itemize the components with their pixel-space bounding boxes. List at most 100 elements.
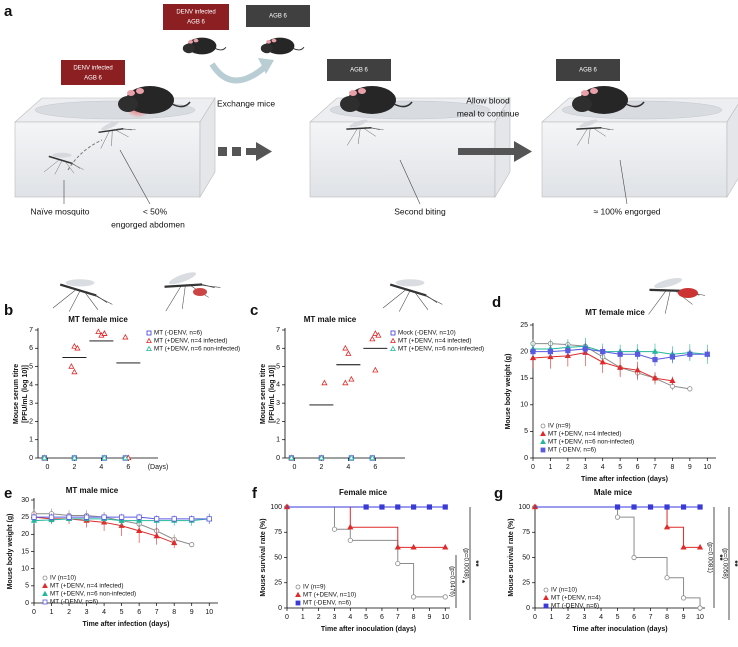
- data-point: [95, 328, 102, 334]
- legend-marker: [295, 584, 301, 590]
- data-point: [71, 454, 78, 461]
- x-tick-label: 10: [441, 614, 449, 621]
- panel-label: f: [252, 485, 258, 502]
- data-point: [631, 554, 637, 561]
- y-tick-label: 0: [278, 605, 282, 612]
- legend-marker: [543, 587, 549, 593]
- x-tick-label: 4: [348, 614, 352, 621]
- data-point: [342, 344, 349, 351]
- y-tick-label: 3: [276, 400, 280, 407]
- data-point: [697, 605, 703, 611]
- legend-label: IV (n=10): [551, 587, 577, 594]
- data-point: [426, 504, 433, 510]
- x-tick-label: 3: [583, 464, 587, 471]
- survival-line: [287, 506, 446, 548]
- x-tick-label: 1: [548, 464, 552, 471]
- tag: [327, 59, 391, 81]
- y-axis-label: Mouse serum titre: [260, 364, 267, 424]
- y-tick-label: 20: [520, 348, 528, 355]
- legend-label: MT (+DENV, n=6 non-infected): [154, 346, 240, 353]
- data-point: [395, 560, 401, 567]
- legend-label: MT (+DENV, n=4 infected): [548, 431, 622, 438]
- dash: [232, 147, 241, 156]
- data-point: [372, 330, 379, 336]
- y-tick-label: 10: [520, 402, 528, 409]
- legend-label: MT (-DENV, n=6): [303, 600, 351, 607]
- legend-label: MT (-DENV, n=6): [154, 330, 202, 337]
- arrow-head: [258, 58, 274, 74]
- leader: [619, 159, 628, 205]
- data-point: [669, 377, 676, 384]
- p-value: (p=0.0081): [706, 542, 713, 573]
- data-point: [411, 504, 417, 510]
- tag-text: DENV infected: [73, 66, 112, 72]
- data-point: [631, 504, 637, 510]
- legend-label: IV (n=10): [50, 575, 76, 582]
- data-point: [664, 504, 670, 510]
- data-point: [119, 514, 125, 520]
- blood: [193, 288, 207, 296]
- tag: [163, 4, 229, 30]
- panel-label: c: [250, 302, 258, 319]
- data-point: [704, 351, 710, 357]
- cage: [541, 97, 738, 198]
- data-point: [171, 516, 177, 522]
- y-tick-label: 20: [21, 531, 29, 538]
- tag-text: AGB 6: [350, 68, 368, 74]
- data-point: [66, 514, 72, 520]
- legend-label: MT (+DENV, n=4 infected): [154, 338, 228, 345]
- y-tick-label: 5: [524, 428, 528, 435]
- y-tick-label: 6: [276, 345, 280, 352]
- data-point: [697, 504, 703, 510]
- data-point: [442, 594, 448, 600]
- x-tick-label: 6: [373, 464, 377, 471]
- x-tick-label: 9: [190, 609, 194, 616]
- y-tick-label: 30: [21, 497, 29, 504]
- data-point: [530, 348, 536, 355]
- x-tick-label: 0: [533, 614, 537, 621]
- y-tick-label: 100: [518, 504, 530, 511]
- legend-marker: [390, 337, 396, 344]
- significance-stars: **: [715, 554, 724, 561]
- legend-label: MT (+DENV, n=6 non-infected): [398, 346, 484, 353]
- legend-label: Mock (-DENV, n=10): [398, 330, 456, 337]
- x-tick-label: 1: [50, 609, 54, 616]
- y-tick-label: 50: [522, 554, 530, 561]
- data-point: [651, 374, 659, 381]
- survival-line: [535, 506, 701, 608]
- x-tick-label: 6: [380, 614, 384, 621]
- data-point: [410, 543, 417, 550]
- caption: engorged abdomen: [111, 219, 185, 229]
- arrow-label: Allow blood: [466, 95, 510, 105]
- x-unit: (Days): [148, 464, 169, 471]
- x-tick-label: 2: [317, 614, 321, 621]
- arrow-label: meal to continue: [457, 108, 520, 118]
- x-tick-label: 8: [412, 614, 416, 621]
- y-tick-label: 1: [29, 437, 33, 444]
- legend-marker: [390, 330, 396, 336]
- y-tick-label: 0: [29, 455, 33, 462]
- data-point: [614, 504, 621, 510]
- panel-label: b: [4, 302, 13, 319]
- series-line: [533, 343, 690, 390]
- tag-text: AGB 6: [84, 76, 102, 82]
- data-point: [136, 527, 143, 534]
- data-point: [363, 504, 369, 510]
- legend-marker: [42, 599, 48, 605]
- legend-marker: [543, 603, 549, 609]
- x-tick-label: 2: [72, 464, 76, 471]
- data-point: [331, 526, 338, 532]
- arrow-label: Exchange mice: [217, 98, 275, 108]
- x-tick-label: 0: [531, 464, 535, 471]
- y-axis-label: [PFU/mL (log 10)]: [269, 365, 276, 423]
- dash: [246, 148, 256, 155]
- y-tick-label: 10: [21, 566, 29, 573]
- data-point: [318, 454, 325, 461]
- data-point: [547, 348, 554, 355]
- legend-label: MT (-DENV, n=6): [548, 447, 596, 454]
- data-point: [669, 354, 676, 360]
- data-point: [565, 347, 571, 354]
- data-point: [680, 543, 687, 550]
- x-tick-label: 7: [155, 609, 159, 616]
- x-tick-label: 0: [32, 609, 36, 616]
